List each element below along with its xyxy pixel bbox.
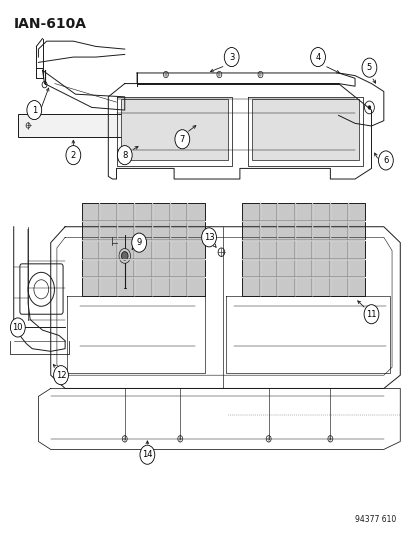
Polygon shape	[241, 203, 364, 296]
Circle shape	[224, 47, 238, 67]
Text: 8: 8	[122, 151, 127, 160]
Bar	[241, 203, 364, 296]
Circle shape	[117, 146, 132, 165]
Text: 1: 1	[31, 106, 37, 115]
Circle shape	[201, 228, 216, 247]
Polygon shape	[81, 203, 204, 296]
Circle shape	[27, 101, 42, 119]
Circle shape	[54, 366, 68, 385]
Text: 6: 6	[382, 156, 388, 165]
Text: 11: 11	[366, 310, 376, 319]
Polygon shape	[120, 100, 227, 160]
Polygon shape	[252, 100, 358, 160]
Bar	[18, 114, 141, 136]
Text: 4: 4	[315, 53, 320, 62]
Circle shape	[121, 252, 128, 260]
Text: 10: 10	[12, 323, 23, 332]
Text: 3: 3	[228, 53, 234, 62]
Text: 12: 12	[56, 370, 66, 379]
FancyBboxPatch shape	[20, 264, 63, 314]
Circle shape	[140, 445, 154, 464]
Text: 2: 2	[71, 151, 76, 160]
Text: 94377 610: 94377 610	[354, 515, 395, 523]
Circle shape	[363, 305, 378, 324]
Text: IAN-610A: IAN-610A	[14, 17, 86, 31]
Circle shape	[175, 130, 189, 149]
Circle shape	[310, 47, 325, 67]
Bar	[81, 203, 204, 296]
Circle shape	[367, 106, 370, 110]
Text: 13: 13	[203, 233, 214, 242]
Text: 14: 14	[142, 450, 152, 459]
Circle shape	[131, 233, 146, 252]
Circle shape	[66, 146, 81, 165]
Text: 5: 5	[366, 63, 371, 72]
Circle shape	[361, 58, 376, 77]
Circle shape	[377, 151, 392, 170]
Circle shape	[10, 318, 25, 337]
Text: 9: 9	[136, 238, 141, 247]
Text: 7: 7	[179, 135, 185, 144]
